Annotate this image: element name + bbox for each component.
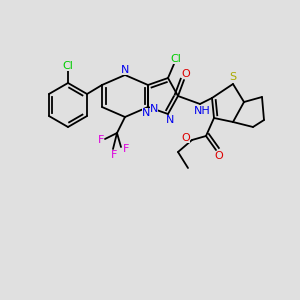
Text: O: O — [182, 69, 190, 79]
Text: S: S — [230, 72, 237, 82]
Text: N: N — [121, 65, 129, 75]
Text: F: F — [111, 150, 117, 160]
Text: Cl: Cl — [171, 54, 182, 64]
Text: Cl: Cl — [63, 61, 74, 71]
Text: N: N — [142, 108, 150, 118]
Text: N: N — [150, 104, 158, 114]
Text: O: O — [182, 133, 190, 143]
Text: NH: NH — [194, 106, 210, 116]
Text: O: O — [214, 151, 224, 161]
Text: F: F — [123, 144, 129, 154]
Text: F: F — [98, 135, 104, 145]
Text: N: N — [166, 115, 174, 125]
